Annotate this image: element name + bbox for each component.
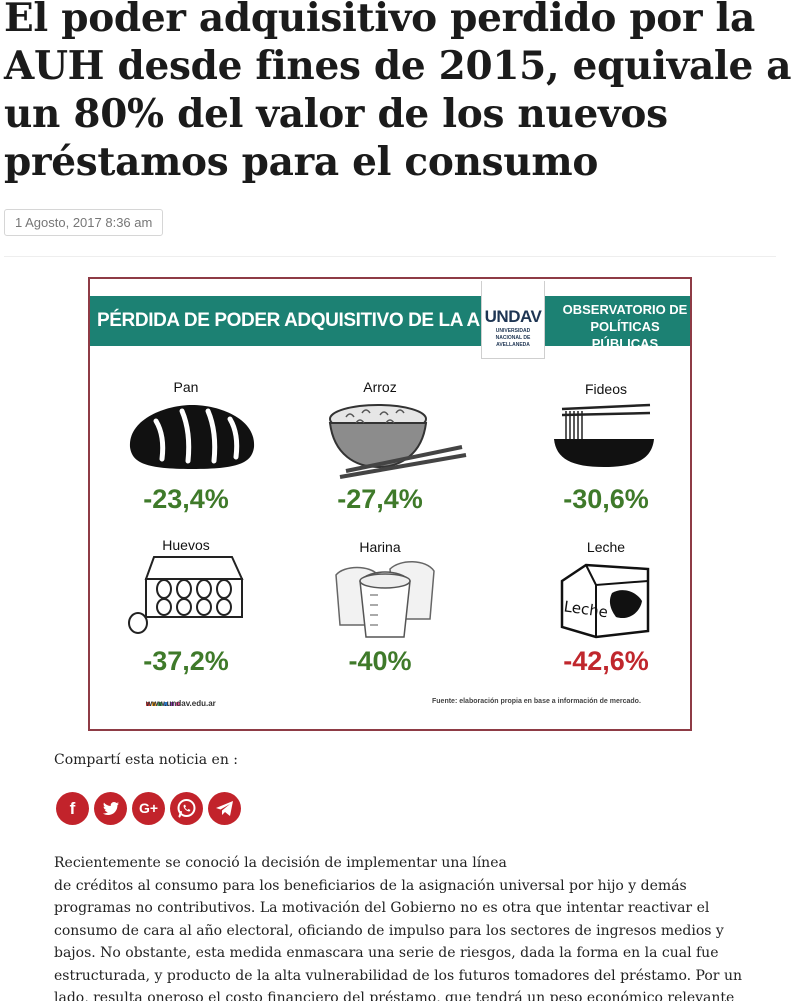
source-text: Fuente: elaboración propia en base a inf… <box>432 698 641 705</box>
observatory-label: OBSERVATORIO DE POLÍTICAS PÚBLICAS <box>560 301 690 352</box>
telegram-share-button[interactable] <box>208 792 241 825</box>
article-date: 1 Agosto, 2017 8:36 am <box>4 209 164 236</box>
item-label-fideos: Fideos <box>584 381 628 397</box>
logo-subtitle-1: UNIVERSIDAD <box>495 328 531 334</box>
item-label-huevos: Huevos <box>162 537 210 553</box>
logo-mark: UNDAV <box>484 307 542 326</box>
item-label-leche: Leche <box>586 539 626 555</box>
item-value-arroz: -27,4% <box>337 484 423 514</box>
eggs-icon <box>128 556 244 634</box>
item-value-huevos: -37,2% <box>143 646 229 676</box>
article-paragraph: de créditos al consumo para los benefici… <box>54 877 742 1001</box>
observatory-line-2: POLÍTICAS PÚBLICAS <box>590 319 660 351</box>
item-value-pan: -23,4% <box>143 484 229 514</box>
observatory-line-1: OBSERVATORIO DE <box>562 302 688 317</box>
share-label: Compartí esta noticia en : <box>54 752 238 768</box>
whatsapp-icon <box>177 799 196 818</box>
infographic-title: PÉRDIDA DE PODER ADQUISITIVO DE LA AUH <box>97 310 507 331</box>
rice-bowl-icon <box>328 404 467 479</box>
divider <box>4 256 776 257</box>
telegram-icon <box>216 801 233 816</box>
facebook-share-button[interactable]: f <box>56 792 89 825</box>
twitter-icon <box>102 802 119 815</box>
flour-icon <box>335 561 435 638</box>
bread-icon <box>129 405 255 469</box>
website-text: www.undav.edu.ar <box>146 699 216 708</box>
carton-text: Leche <box>563 597 609 621</box>
item-value-harina: -40% <box>348 646 412 676</box>
infographic: PÉRDIDA DE PODER ADQUISITIVO DE LA AUH U… <box>88 277 692 731</box>
article-title: El poder adquisitivo perdido por la AUH … <box>4 0 792 185</box>
infographic-header-band <box>90 296 690 346</box>
item-value-fideos: -30,6% <box>563 484 649 514</box>
item-value-leche: -42,6% <box>563 646 649 676</box>
noodles-icon <box>554 403 654 467</box>
twitter-share-button[interactable] <box>94 792 127 825</box>
item-label-pan: Pan <box>173 379 199 395</box>
google-plus-share-button[interactable]: G+ <box>132 792 165 825</box>
whatsapp-share-button[interactable] <box>170 792 203 825</box>
logo-subtitle-2: NACIONAL DE <box>495 335 531 341</box>
google-plus-icon: G+ <box>138 800 159 816</box>
article-paragraph-line-1: Recientemente se conoció la decisión de … <box>54 855 507 871</box>
undav-logo: UNDAV UNIVERSIDAD NACIONAL DE AVELLANEDA <box>481 281 545 359</box>
milk-carton-icon: Leche <box>560 563 650 639</box>
facebook-icon: f <box>69 799 76 818</box>
logo-subtitle-3: AVELLANEDA <box>496 342 530 348</box>
brand-dots <box>146 691 182 710</box>
item-label-harina: Harina <box>359 539 401 555</box>
article-body: Recientemente se conoció la decisión de … <box>54 852 754 1001</box>
item-label-arroz: Arroz <box>363 379 397 395</box>
